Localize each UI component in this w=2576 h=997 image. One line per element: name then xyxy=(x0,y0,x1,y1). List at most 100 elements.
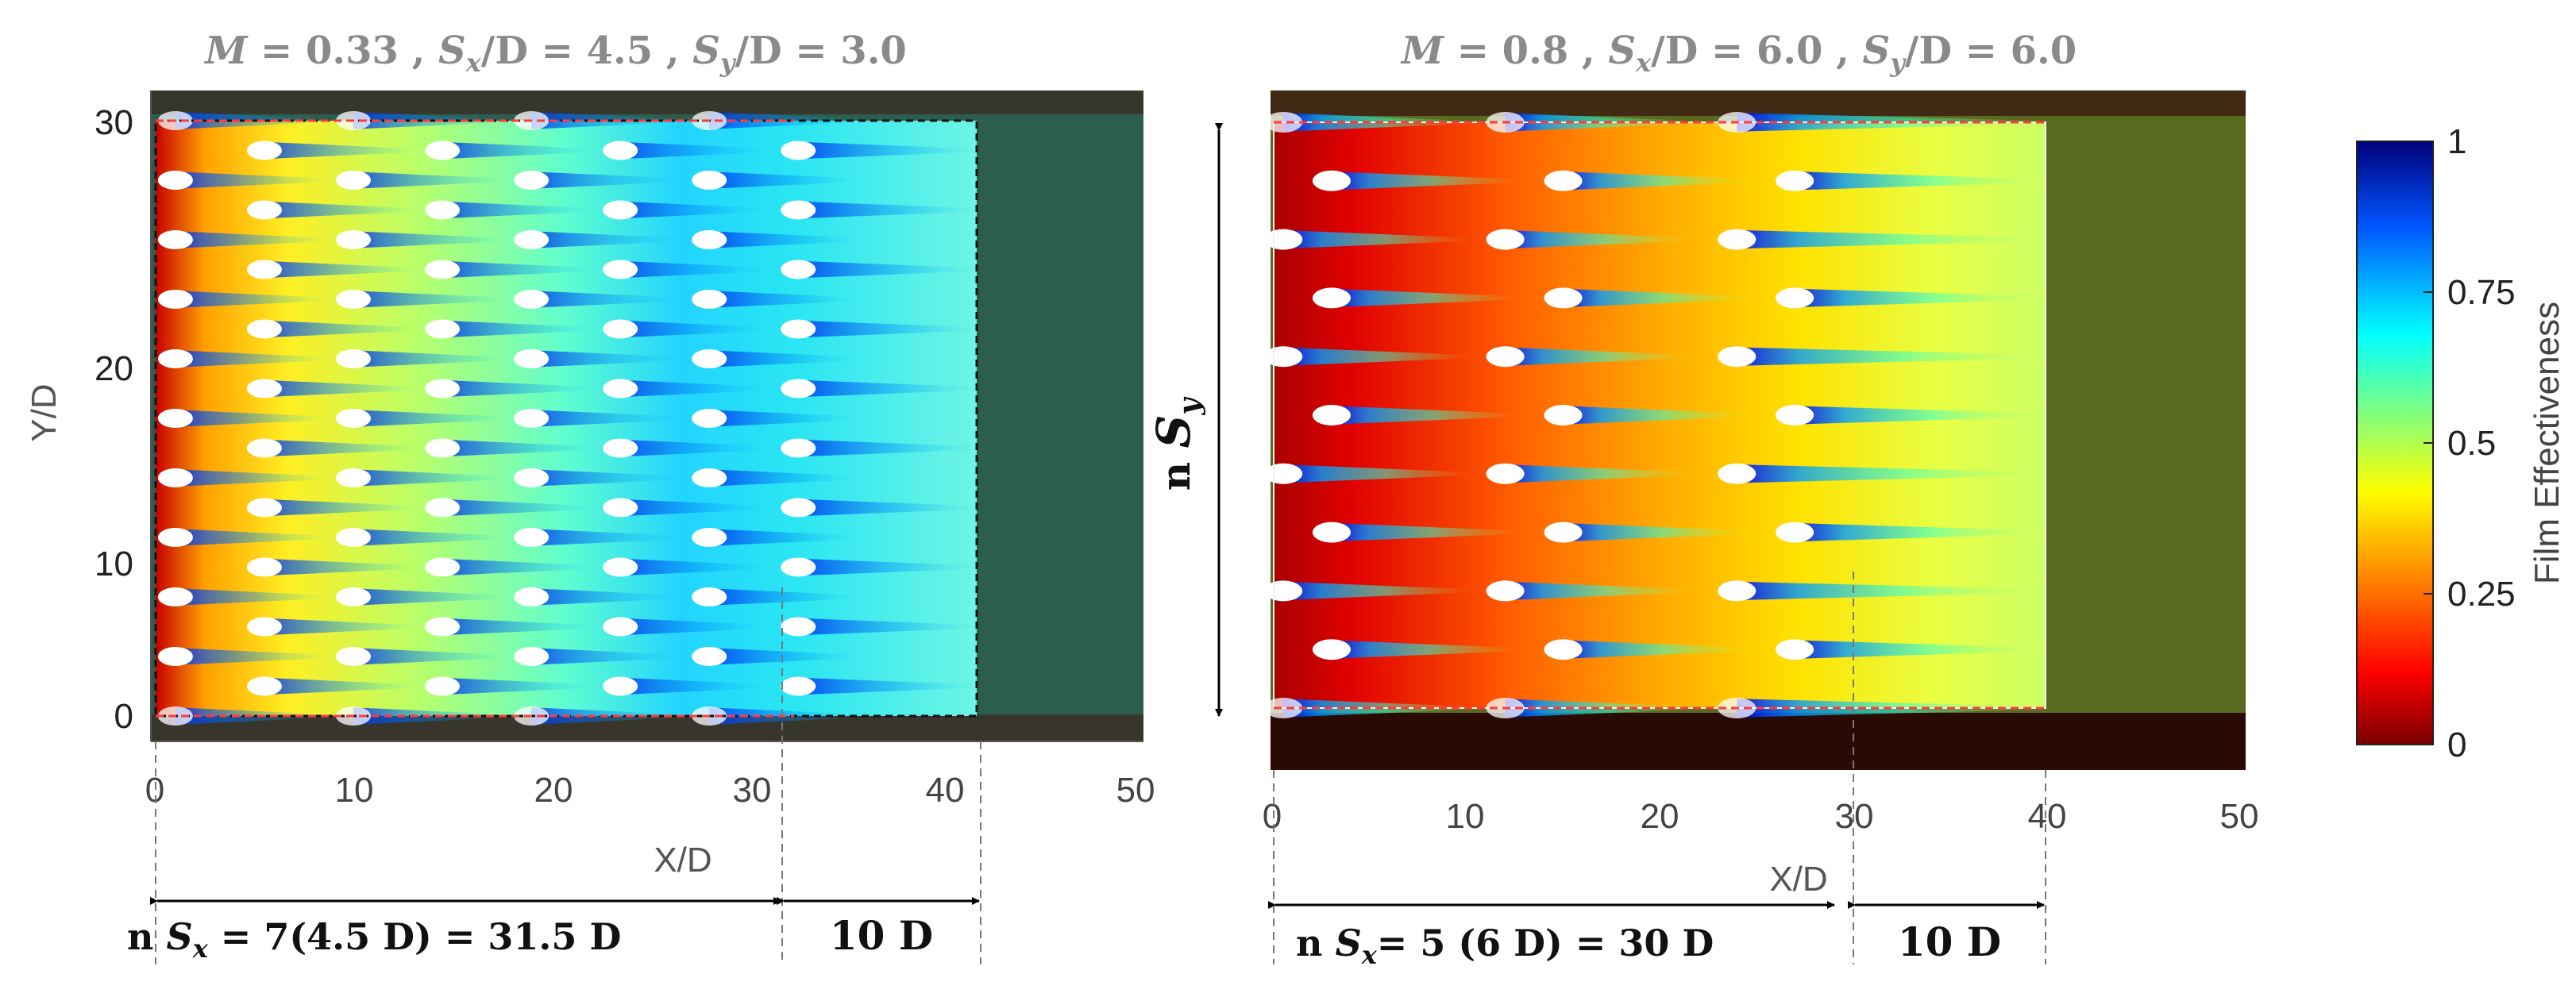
cooling-hole xyxy=(425,498,461,518)
cooling-hole xyxy=(157,230,193,249)
cooling-hole xyxy=(603,200,638,220)
wake xyxy=(1563,288,1749,308)
cooling-hole xyxy=(781,379,816,398)
wake xyxy=(1563,406,1749,425)
right-title: M = 0.8 , Sx/D = 6.0 , Sy/D = 6.0 xyxy=(1400,29,2077,78)
cooling-hole xyxy=(157,587,193,606)
cooling-hole xyxy=(425,141,461,160)
wake xyxy=(175,231,327,248)
wake xyxy=(798,618,977,636)
wake xyxy=(442,201,594,219)
wake xyxy=(264,618,416,636)
cooling-hole xyxy=(336,587,371,606)
wake xyxy=(709,291,861,308)
cooling-hole xyxy=(425,676,461,696)
right-xtick-label: 10 xyxy=(1446,797,1485,836)
cooling-hole xyxy=(692,647,727,666)
wake xyxy=(442,558,594,576)
wake xyxy=(353,231,505,248)
wake xyxy=(620,558,772,576)
cooling-hole xyxy=(514,587,550,606)
cooling-hole xyxy=(336,528,371,547)
wake xyxy=(442,141,594,160)
left-xtick-label: 0 xyxy=(145,771,164,810)
wake xyxy=(1283,229,1469,249)
wake xyxy=(1505,229,1691,249)
wake xyxy=(531,350,683,368)
wake xyxy=(798,498,977,517)
cooling-hole xyxy=(603,557,638,577)
cooling-hole xyxy=(336,468,371,487)
left-ytick-label: 0 xyxy=(114,697,133,736)
wake xyxy=(620,260,772,279)
wake xyxy=(442,618,594,636)
wake xyxy=(264,379,416,398)
wake xyxy=(620,677,772,695)
cooling-hole xyxy=(1312,287,1351,309)
cooling-hole xyxy=(246,141,282,160)
cooling-hole xyxy=(336,647,371,666)
cooling-hole xyxy=(781,557,816,577)
wake xyxy=(442,498,594,517)
wake xyxy=(531,410,683,427)
wake xyxy=(620,618,772,636)
cooling-hole xyxy=(603,498,638,518)
left-ylabel: Y/D xyxy=(25,383,64,441)
cooling-hole xyxy=(1486,346,1525,368)
right-nsy-label: n Sy xyxy=(1147,397,1206,491)
cooling-hole xyxy=(157,171,193,190)
colorbar-tick-label: 0.25 xyxy=(2447,575,2516,614)
cooling-hole xyxy=(514,647,550,666)
wake xyxy=(1505,581,1691,601)
cooling-hole xyxy=(603,141,638,160)
wake xyxy=(175,410,327,427)
cooling-hole xyxy=(1718,580,1757,602)
wake xyxy=(264,141,416,160)
wake xyxy=(531,588,683,606)
left-ytick-label: 10 xyxy=(94,545,133,583)
cooling-hole xyxy=(157,468,193,487)
cooling-hole xyxy=(425,200,461,220)
cooling-hole xyxy=(603,617,638,637)
wake xyxy=(353,648,505,665)
right-xtick-label: 40 xyxy=(2028,797,2067,836)
cooling-hole xyxy=(514,171,550,190)
left-x-axis: 0 10 20 30 40 50 X/D xyxy=(145,771,1155,880)
cooling-hole xyxy=(1312,405,1351,425)
cooling-hole xyxy=(692,409,727,428)
wake xyxy=(531,171,683,189)
right-xtick-label: 0 xyxy=(1263,797,1282,836)
cooling-hole xyxy=(1718,463,1757,484)
cooling-hole xyxy=(781,498,816,518)
left-dark-strip-top xyxy=(151,90,1143,114)
wake xyxy=(442,439,594,457)
cooling-hole xyxy=(1776,405,1814,425)
cooling-hole xyxy=(692,349,727,368)
wake xyxy=(1795,288,2046,308)
cooling-hole xyxy=(336,349,371,368)
cooling-hole xyxy=(1486,580,1525,602)
wake xyxy=(264,677,416,695)
cooling-hole xyxy=(781,319,816,339)
cooling-hole xyxy=(1544,170,1583,191)
wake xyxy=(1563,171,1749,191)
wake xyxy=(442,320,594,338)
colorbar-gradient xyxy=(2356,141,2434,745)
wake xyxy=(1283,347,1469,366)
cooling-hole xyxy=(246,557,282,577)
cooling-hole xyxy=(692,290,727,309)
cooling-hole xyxy=(781,438,816,458)
cooling-hole xyxy=(425,557,461,577)
cooling-hole xyxy=(1776,287,1814,309)
wake xyxy=(1331,288,1517,308)
wake xyxy=(1563,640,1749,659)
cooling-hole xyxy=(1544,405,1583,425)
cooling-hole xyxy=(514,528,550,547)
colorbar-tick-label: 0.5 xyxy=(2447,424,2496,463)
left-xtick-label: 20 xyxy=(534,771,573,810)
wake xyxy=(620,320,772,338)
cooling-hole xyxy=(1264,580,1303,602)
wake xyxy=(531,529,683,546)
right-dark-strip-bottom xyxy=(1271,713,2246,770)
wake xyxy=(442,677,594,695)
